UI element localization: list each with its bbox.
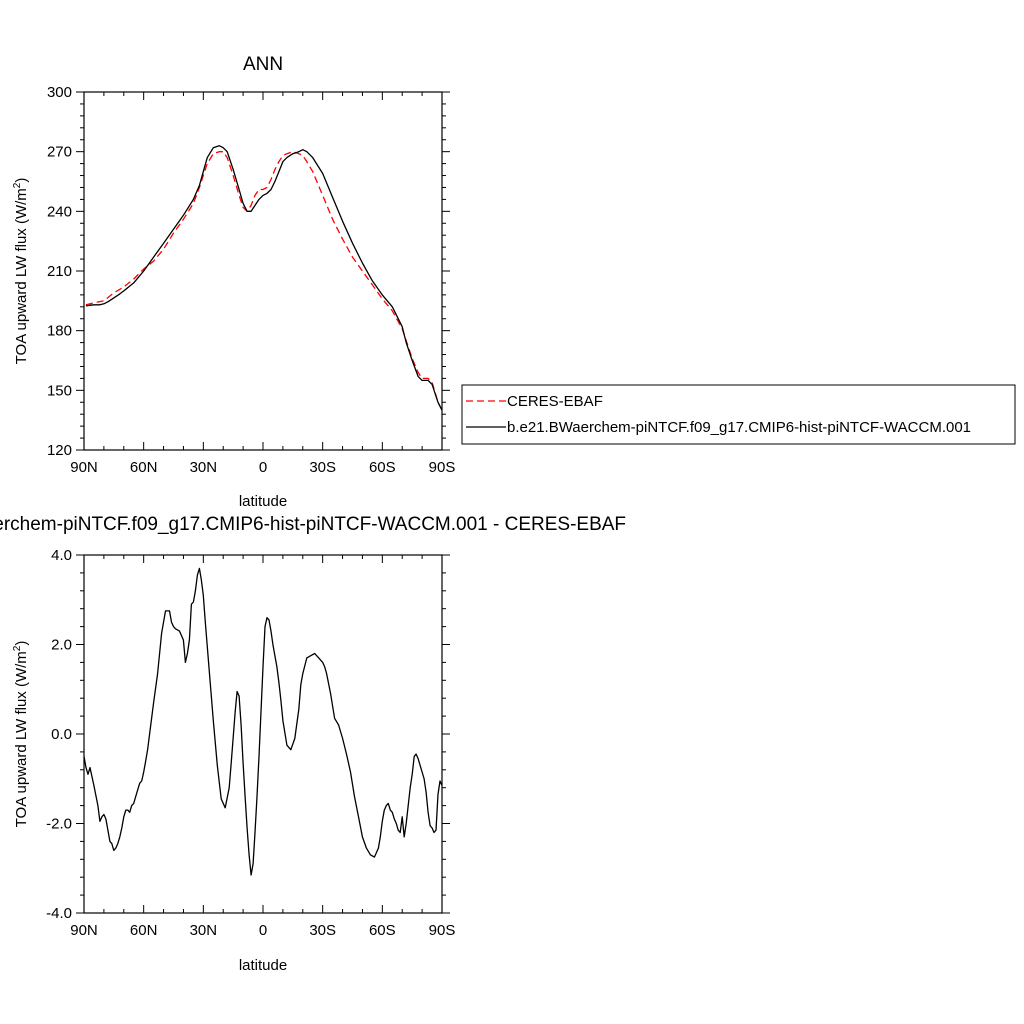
y-axis-label-superscript: 2 xyxy=(12,645,23,651)
x-tick-label: 0 xyxy=(259,922,267,939)
series-line-0 xyxy=(83,567,443,876)
y-tick-label: 120 xyxy=(47,442,72,459)
x-tick-label: 90S xyxy=(429,459,456,476)
axes-ticks: 90N 60N 30N 0 30S 60S 90S 120 150 180 210 240 270 300 xyxy=(47,84,455,476)
x-tick-label: 60S xyxy=(369,459,396,476)
chart-title: ANN xyxy=(243,54,283,75)
y-tick-label: 0.0 xyxy=(51,726,72,743)
x-tick-label: 90S xyxy=(429,922,456,939)
x-tick-label: 30S xyxy=(309,922,336,939)
x-tick-label: 60N xyxy=(130,459,158,476)
plot-frame xyxy=(83,91,443,451)
y-tick-label: 2.0 xyxy=(51,637,72,654)
y-axis-label: TOA upward LW flux (W/m2) xyxy=(12,641,30,828)
x-tick-label: 0 xyxy=(259,459,267,476)
series-line-0 xyxy=(85,151,443,411)
y-tick-label: 270 xyxy=(47,144,72,161)
series-line-1 xyxy=(85,145,443,411)
x-tick-label: 30N xyxy=(190,922,218,939)
x-axis-label: latitude xyxy=(239,493,287,510)
y-tick-label: 150 xyxy=(47,382,72,399)
plot-frame xyxy=(83,554,443,914)
chart-panel-top: ANN 90N 60N 30N 0 30S 60S 90S 120 150 180 210 240 27… xyxy=(12,54,1016,510)
y-axis-label-close: ) xyxy=(13,641,30,646)
legend: CERES-EBAF b.e21.BWaerchem-piNTCF.f09_g1… xyxy=(461,384,1016,445)
y-tick-label: 180 xyxy=(47,323,72,340)
y-axis-label-text: TOA upward LW flux (W/m xyxy=(13,651,30,827)
x-axis-label: latitude xyxy=(239,957,287,974)
y-tick-label: 300 xyxy=(47,84,72,101)
y-tick-label: 240 xyxy=(47,203,72,220)
y-axis-label-close: ) xyxy=(13,178,30,183)
y-tick-label: 4.0 xyxy=(51,547,72,564)
x-tick-label: 60S xyxy=(369,922,396,939)
x-tick-label: 90N xyxy=(70,459,98,476)
y-tick-label: 210 xyxy=(47,263,72,280)
y-tick-label: -4.0 xyxy=(46,905,72,922)
x-tick-label: 30S xyxy=(309,459,336,476)
y-axis-label-superscript: 2 xyxy=(12,182,23,188)
legend-box xyxy=(461,384,1016,445)
x-tick-label: 90N xyxy=(70,922,98,939)
legend-label-model: b.e21.BWaerchem-piNTCF.f09_g17.CMIP6-his… xyxy=(507,419,971,436)
x-tick-label: 60N xyxy=(130,922,158,939)
y-axis-label: TOA upward LW flux (W/m2) xyxy=(12,178,30,365)
series-group xyxy=(85,145,443,411)
y-tick-label: -2.0 xyxy=(46,816,72,833)
chart-title: b.e21.BWaerchem-piNTCF.f09_g17.CMIP6-his… xyxy=(0,514,626,535)
axes-ticks: 90N 60N 30N 0 30S 60S 90S -4.0 -2.0 0.0 2.0 4.0 xyxy=(46,547,455,939)
chart-panel-bottom: b.e21.BWaerchem-piNTCF.f09_g17.CMIP6-his… xyxy=(0,514,626,974)
legend-label-ceres: CERES-EBAF xyxy=(507,393,603,410)
series-group xyxy=(83,567,443,876)
x-tick-label: 30N xyxy=(190,459,218,476)
y-axis-label-text: TOA upward LW flux (W/m xyxy=(13,188,30,364)
